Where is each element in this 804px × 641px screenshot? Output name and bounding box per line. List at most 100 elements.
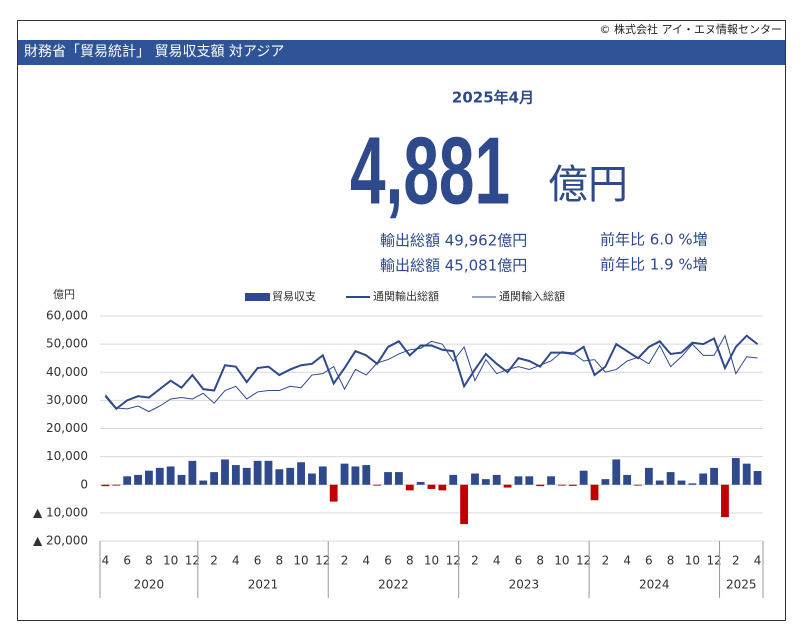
x-group-label: 2021: [248, 578, 279, 592]
bar: [579, 470, 588, 485]
bar: [405, 484, 414, 491]
headline-unit: 億円: [548, 162, 628, 208]
bar: [112, 484, 121, 486]
x-tick-label: 10: [685, 554, 700, 568]
bar: [373, 484, 382, 486]
bar: [308, 473, 316, 485]
bar: [394, 472, 403, 485]
bar: [384, 472, 392, 485]
bar: [536, 484, 545, 487]
y-axis-label: 億円: [53, 288, 75, 301]
line: [105, 334, 758, 413]
bar: [340, 463, 349, 485]
bar: [558, 484, 566, 486]
x-tick-label: 4: [493, 554, 501, 568]
x-tick-label: 10: [554, 554, 569, 568]
bar: [655, 480, 664, 485]
headline-value: 4,881: [350, 117, 510, 224]
x-tick-label: 4: [102, 554, 110, 568]
bar: [297, 462, 305, 485]
x-tick-label: 6: [515, 554, 523, 568]
period: 2025年4月: [452, 89, 534, 107]
summary-change: 前年比 6.0 %増: [600, 231, 708, 249]
bar: [492, 474, 501, 485]
bar: [634, 484, 642, 486]
bar: [134, 474, 142, 485]
bar: [612, 459, 621, 485]
x-group-label: 2023: [509, 578, 540, 592]
x-tick-label: 12: [576, 554, 591, 568]
x-tick-label: 12: [706, 554, 721, 568]
y-tick-label: 40,000: [46, 365, 88, 379]
bar: [688, 483, 697, 485]
y-tick-label: 60,000: [46, 309, 88, 323]
x-tick-label: 4: [623, 554, 631, 568]
bar: [427, 484, 436, 489]
bar: [177, 474, 186, 485]
line: [104, 334, 759, 411]
copyright: © 株式会社 アイ・エヌ情報センター: [600, 22, 782, 36]
x-tick-label: 2: [210, 554, 218, 568]
x-tick-label: 4: [362, 554, 370, 568]
bar: [242, 467, 251, 485]
bar: [188, 460, 197, 485]
frame: [17, 20, 786, 621]
y-tick-label: 20,000: [46, 421, 88, 435]
bar: [221, 459, 229, 485]
bar: [601, 479, 610, 485]
bar: [449, 474, 458, 485]
bar: [710, 467, 719, 485]
bar: [699, 473, 708, 485]
legend-label: 貿易収支: [272, 290, 316, 303]
legend-label: 通関輸入総額: [499, 289, 565, 303]
bar: [721, 484, 729, 518]
bar: [318, 466, 327, 485]
x-group-label: 2024: [639, 578, 670, 592]
bar: [231, 465, 240, 485]
bar: [264, 460, 273, 485]
x-tick-label: 4: [232, 554, 240, 568]
bar: [525, 476, 534, 485]
bar: [666, 472, 675, 485]
x-tick-label: 10: [163, 554, 178, 568]
x-tick-label: 8: [667, 554, 675, 568]
y-tick-label: 10,000: [46, 449, 88, 463]
x-tick-label: 12: [315, 554, 330, 568]
bar: [547, 476, 555, 485]
bar: [460, 484, 469, 525]
bar: [568, 484, 577, 486]
legend-swatch: [245, 293, 270, 301]
bar: [329, 484, 338, 502]
x-group-label: 2025: [726, 578, 757, 592]
bar: [101, 484, 110, 487]
bar: [590, 484, 599, 501]
bar: [155, 467, 164, 485]
x-tick-label: 10: [293, 554, 308, 568]
bar: [275, 469, 284, 485]
x-tick-label: 6: [123, 554, 131, 568]
bar: [753, 471, 762, 485]
bar: [416, 481, 425, 485]
x-group-label: 2022: [378, 578, 409, 592]
bar: [210, 472, 219, 485]
y-tick-label: 50,000: [46, 337, 88, 351]
x-tick-label: 2: [471, 554, 479, 568]
summary-label: 輸出総額 49,962億円: [380, 232, 527, 250]
x-tick-label: 6: [384, 554, 392, 568]
x-tick-label: 2: [602, 554, 610, 568]
bar: [471, 473, 479, 485]
bar: [677, 480, 686, 485]
bar: [351, 466, 360, 485]
summary-label: 輸出総額 45,081億円: [380, 257, 527, 275]
x-tick-label: 8: [536, 554, 544, 568]
bar: [123, 476, 132, 485]
bar: [623, 474, 632, 485]
bar: [644, 467, 653, 485]
y-tick-label: 30,000: [46, 393, 88, 407]
summary-change: 前年比 1.9 %増: [600, 256, 708, 274]
y-tick-label: ▲ 20,000: [33, 534, 88, 548]
bar: [514, 476, 523, 485]
bar: [481, 479, 490, 485]
